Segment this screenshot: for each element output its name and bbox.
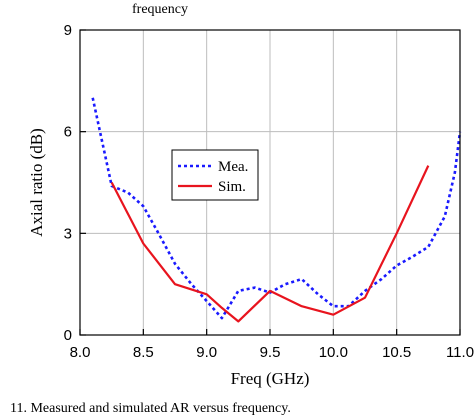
y-axis-title: Axial ratio (dB) (27, 128, 46, 237)
x-tick-label: 11.0 (446, 344, 474, 361)
x-tick-label: 10.5 (382, 344, 411, 361)
x-tick-label: 9.5 (260, 344, 281, 361)
grid (80, 30, 460, 335)
legend-label: Mea. (218, 159, 248, 175)
x-tick-label: 10.0 (319, 344, 348, 361)
y-tick-label: 0 (64, 327, 72, 344)
y-tick-label: 3 (64, 225, 72, 242)
series-layer (91, 97, 462, 323)
series-line-sim (110, 165, 430, 323)
header-fragment: frequency (132, 2, 188, 17)
legend-label: Sim. (218, 179, 246, 195)
y-tick-label: 9 (64, 22, 72, 39)
legend-box (171, 149, 259, 201)
series-line-mea (91, 97, 462, 320)
x-tick-label: 8.0 (70, 344, 91, 361)
x-tick-label: 8.5 (133, 344, 154, 361)
y-tick-label: 6 (64, 124, 72, 141)
legend: Mea. Sim. (171, 149, 259, 201)
axis-ticks: 8.0 8.5 9.0 9.5 10.0 10.5 11.0 0 3 6 9 (64, 22, 474, 361)
figure-caption: 11. Measured and simulated AR versus fre… (10, 401, 291, 416)
x-axis-title: Freq (GHz) (231, 369, 310, 388)
x-tick-label: 9.0 (196, 344, 217, 361)
